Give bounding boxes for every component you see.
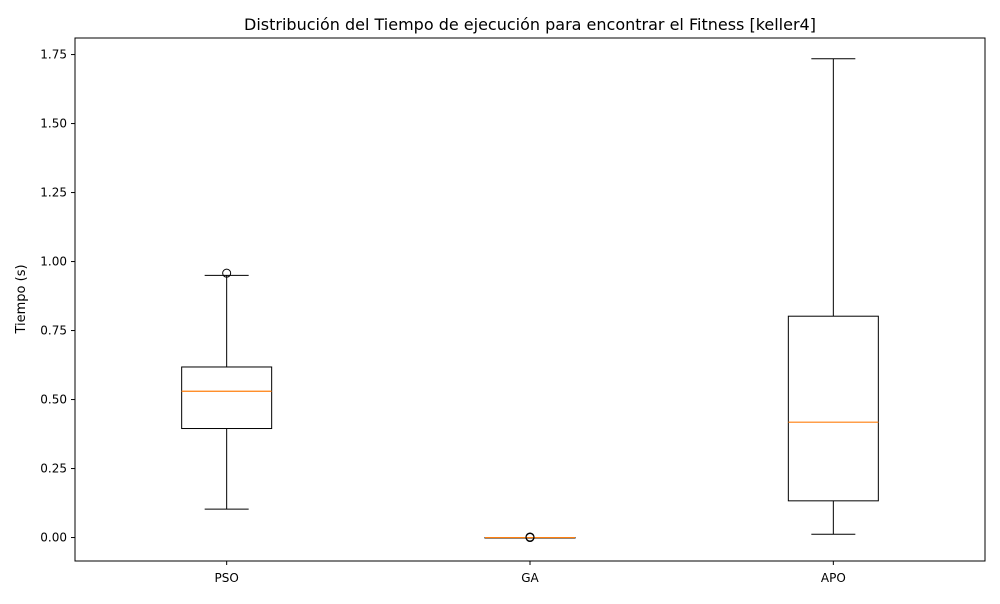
y-tick-label: 0.25	[40, 462, 67, 476]
chart-title: Distribución del Tiempo de ejecución par…	[244, 15, 816, 34]
pso-box	[181, 366, 273, 430]
x-tick-label: APO	[821, 571, 846, 585]
y-tick-label: 1.50	[40, 117, 67, 131]
y-tick-label: 1.00	[40, 255, 67, 269]
x-tick-label: GA	[521, 571, 539, 585]
y-axis-label: Tiempo (s)	[14, 264, 29, 334]
y-tick-label: 1.75	[40, 48, 67, 62]
y-tick-label: 0.50	[40, 393, 67, 407]
y-tick-label: 0.00	[40, 531, 67, 545]
y-tick-label: 1.25	[40, 186, 67, 200]
apo-box	[787, 315, 879, 502]
pso-outlier-point	[222, 268, 232, 278]
plot-area-frame	[74, 37, 986, 562]
ga-outlier-point	[525, 532, 535, 542]
y-tick-label: 0.75	[40, 324, 67, 338]
x-tick-label: PSO	[215, 571, 239, 585]
